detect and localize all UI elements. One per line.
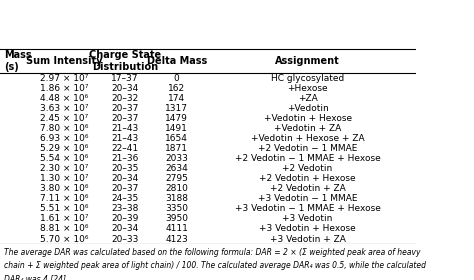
Text: +3 Vedotin: +3 Vedotin: [283, 214, 333, 223]
Text: 20–39: 20–39: [111, 214, 138, 223]
Text: 1871: 1871: [165, 144, 188, 153]
Text: 1491: 1491: [165, 124, 188, 133]
Text: HC glycosylated: HC glycosylated: [271, 74, 344, 83]
Text: 20–34: 20–34: [111, 84, 138, 93]
Text: 8.81 × 10⁶: 8.81 × 10⁶: [40, 225, 89, 234]
Text: 23–38: 23–38: [111, 204, 138, 213]
Text: 4111: 4111: [165, 225, 188, 234]
Text: 17–37: 17–37: [111, 74, 138, 83]
Text: 174: 174: [168, 94, 185, 103]
Text: 3188: 3188: [165, 194, 188, 203]
Text: 3.63 × 10⁷: 3.63 × 10⁷: [40, 104, 89, 113]
Text: 21–43: 21–43: [111, 124, 138, 133]
Text: Delta Mass: Delta Mass: [146, 56, 207, 66]
Text: 3.80 × 10⁶: 3.80 × 10⁶: [40, 184, 89, 193]
Text: Charge State
Distribution: Charge State Distribution: [89, 50, 161, 72]
Text: +ZA: +ZA: [298, 94, 318, 103]
Text: 5.29 × 10⁶: 5.29 × 10⁶: [40, 144, 89, 153]
Text: 5.70 × 10⁶: 5.70 × 10⁶: [40, 235, 89, 244]
Text: +2 Vedotin + ZA: +2 Vedotin + ZA: [270, 184, 346, 193]
Text: 4.48 × 10⁶: 4.48 × 10⁶: [40, 94, 89, 103]
Text: 1479: 1479: [165, 114, 188, 123]
Text: Sum Intensity: Sum Intensity: [26, 56, 103, 66]
Text: 2033: 2033: [165, 154, 188, 163]
Text: 1317: 1317: [165, 104, 188, 113]
Text: 1.30 × 10⁷: 1.30 × 10⁷: [40, 174, 89, 183]
Text: +Vedotin + Hexose: +Vedotin + Hexose: [264, 114, 352, 123]
Text: 5.51 × 10⁶: 5.51 × 10⁶: [40, 204, 89, 213]
Text: 2634: 2634: [165, 164, 188, 173]
Text: 2795: 2795: [165, 174, 188, 183]
Text: Mass
(s): Mass (s): [4, 50, 32, 72]
Text: 6.93 × 10⁶: 6.93 × 10⁶: [40, 134, 89, 143]
Text: +2 Vedotin − 1 MMAE: +2 Vedotin − 1 MMAE: [258, 144, 357, 153]
Text: 21–43: 21–43: [111, 134, 138, 143]
Text: 0: 0: [174, 74, 180, 83]
Text: +3 Vedotin − 1 MMAE: +3 Vedotin − 1 MMAE: [258, 194, 357, 203]
Text: 20–35: 20–35: [111, 164, 138, 173]
Text: +Vedotin: +Vedotin: [287, 104, 328, 113]
Text: 2.97 × 10⁷: 2.97 × 10⁷: [40, 74, 89, 83]
Text: 1.61 × 10⁷: 1.61 × 10⁷: [40, 214, 89, 223]
Text: 4123: 4123: [165, 235, 188, 244]
Text: +3 Vedotin − 1 MMAE + Hexose: +3 Vedotin − 1 MMAE + Hexose: [235, 204, 381, 213]
Text: 20–34: 20–34: [111, 225, 138, 234]
Text: 20–34: 20–34: [111, 174, 138, 183]
Text: +2 Vedotin − 1 MMAE + Hexose: +2 Vedotin − 1 MMAE + Hexose: [235, 154, 381, 163]
Text: The average DAR was calculated based on the following formula: DAR = 2 × (Σ weig: The average DAR was calculated based on …: [4, 248, 420, 257]
Text: 3950: 3950: [165, 214, 188, 223]
Text: 20–37: 20–37: [111, 104, 138, 113]
Text: 3350: 3350: [165, 204, 188, 213]
Text: 1654: 1654: [165, 134, 188, 143]
Text: 2.45 × 10⁷: 2.45 × 10⁷: [40, 114, 89, 123]
Text: 20–37: 20–37: [111, 184, 138, 193]
Text: 20–33: 20–33: [111, 235, 138, 244]
Text: 21–36: 21–36: [111, 154, 138, 163]
Text: 2.30 × 10⁷: 2.30 × 10⁷: [40, 164, 89, 173]
Text: +2 Vedotin: +2 Vedotin: [283, 164, 333, 173]
Text: 5.54 × 10⁶: 5.54 × 10⁶: [40, 154, 89, 163]
Text: 2810: 2810: [165, 184, 188, 193]
Text: +3 Vedotin + ZA: +3 Vedotin + ZA: [270, 235, 346, 244]
Text: +Vedotin + Hexose + ZA: +Vedotin + Hexose + ZA: [251, 134, 365, 143]
Text: 1.86 × 10⁷: 1.86 × 10⁷: [40, 84, 89, 93]
Text: DAR₄ was 4 [24].: DAR₄ was 4 [24].: [4, 275, 69, 280]
Text: 22–41: 22–41: [111, 144, 138, 153]
Text: 20–37: 20–37: [111, 114, 138, 123]
Text: +Hexose: +Hexose: [287, 84, 328, 93]
Text: Assignment: Assignment: [275, 56, 340, 66]
Text: +3 Vedotin + Hexose: +3 Vedotin + Hexose: [259, 225, 356, 234]
Text: 162: 162: [168, 84, 185, 93]
Text: 7.80 × 10⁶: 7.80 × 10⁶: [40, 124, 89, 133]
Text: +2 Vedotin + Hexose: +2 Vedotin + Hexose: [259, 174, 356, 183]
Text: 24–35: 24–35: [111, 194, 138, 203]
Text: 20–32: 20–32: [111, 94, 138, 103]
Text: chain + Σ weighted peak area of light chain) / 100. The calculated average DAR₄ : chain + Σ weighted peak area of light ch…: [4, 261, 426, 270]
Text: +Vedotin + ZA: +Vedotin + ZA: [274, 124, 341, 133]
Text: 7.11 × 10⁶: 7.11 × 10⁶: [40, 194, 89, 203]
